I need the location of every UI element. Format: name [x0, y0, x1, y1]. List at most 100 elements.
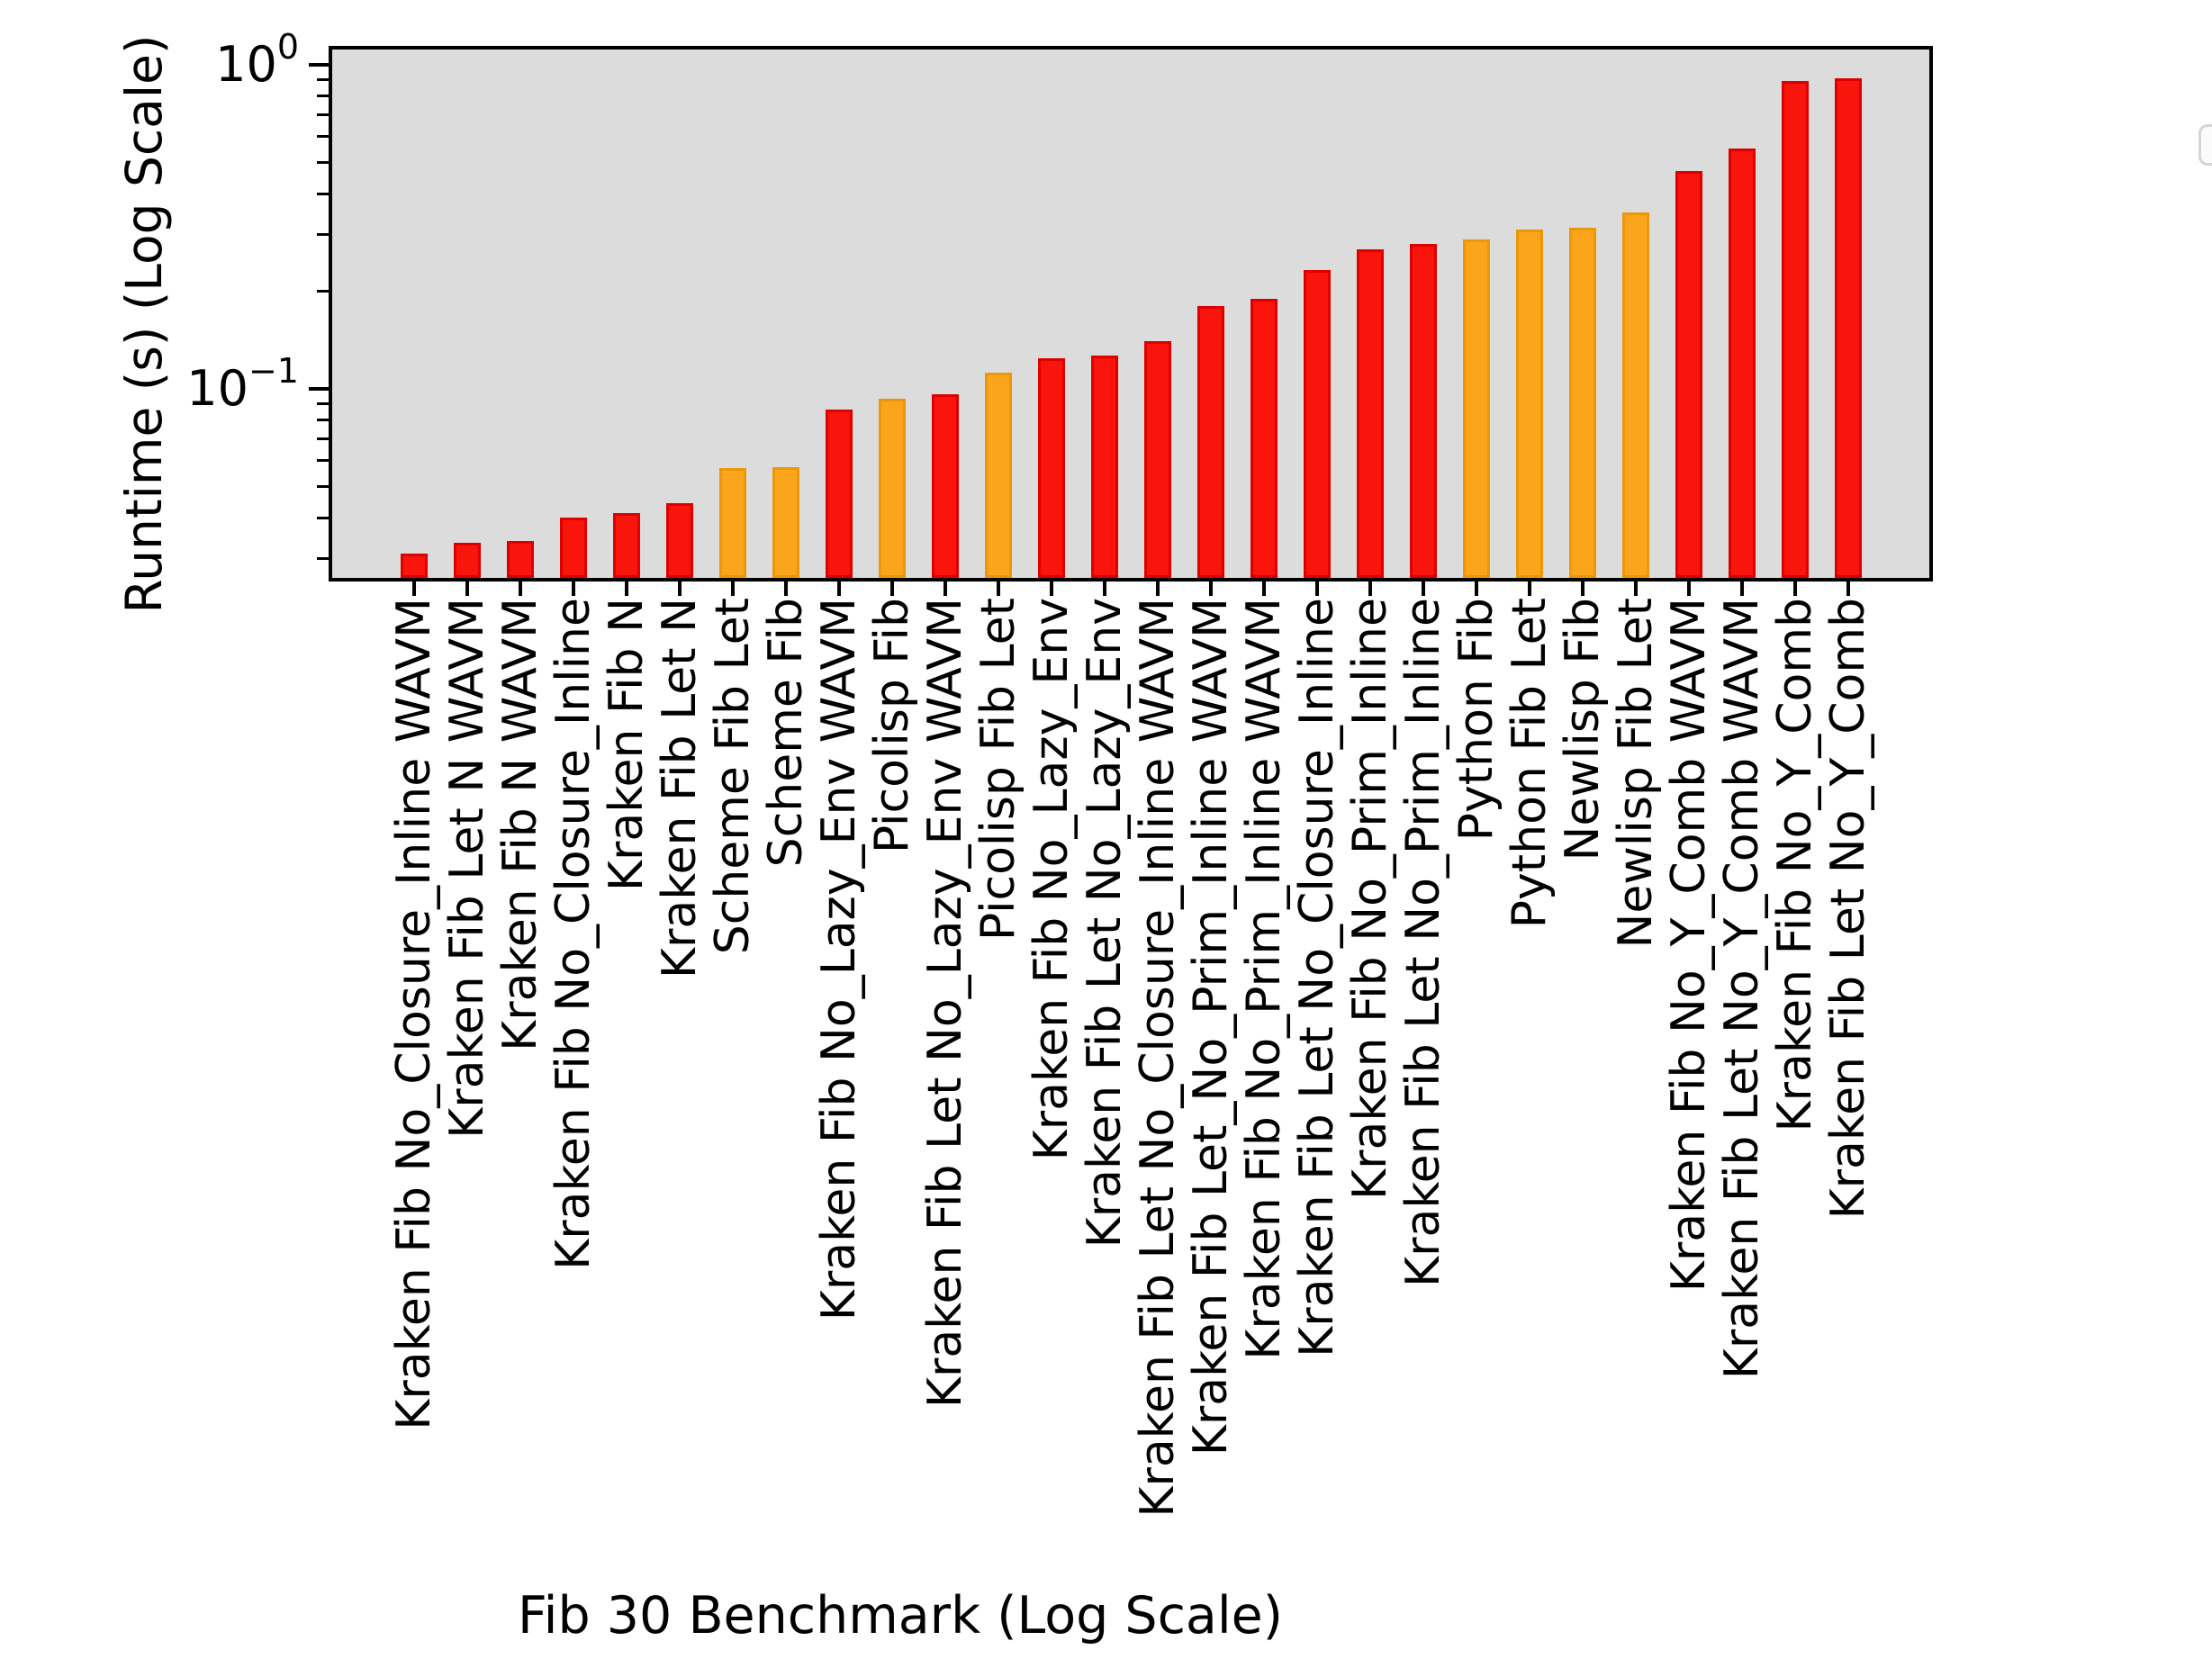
- bar: [560, 518, 587, 578]
- plot-area: [329, 46, 2212, 582]
- x-tick: [997, 582, 1000, 596]
- y-minor-tick: [317, 437, 329, 441]
- x-tick-label: Python Fib Let: [1503, 598, 1557, 929]
- bar: [507, 540, 534, 578]
- y-tick-label: 100: [215, 27, 299, 93]
- bar: [985, 373, 1012, 578]
- bar: [1091, 355, 1118, 578]
- bar: [401, 554, 428, 578]
- bar: [454, 542, 481, 578]
- bar: [1463, 239, 1490, 578]
- bar: [1569, 227, 1596, 578]
- bar: [1782, 81, 1809, 578]
- x-tick: [1368, 582, 1372, 596]
- x-tick-label: Kraken Fib No_Prim_Inline WAVM: [1237, 598, 1291, 1360]
- x-tick: [465, 582, 469, 596]
- x-tick: [1846, 582, 1850, 596]
- bar: [1410, 244, 1437, 578]
- y-tick-label: 10−1: [186, 351, 299, 417]
- y-minor-tick: [317, 459, 329, 463]
- x-tick-label: Kraken Fib No_Prim_Inline: [1343, 598, 1397, 1200]
- x-tick-label: Kraken Fib Let No_Closure_Inline WAVM: [1131, 598, 1185, 1518]
- y-minor-tick: [317, 95, 329, 98]
- x-tick: [1315, 582, 1319, 596]
- x-tick: [1687, 582, 1691, 596]
- bar: [1038, 358, 1065, 578]
- y-minor-tick: [317, 516, 329, 519]
- x-tick-label: Newlisp Fib Let: [1609, 598, 1663, 949]
- x-tick-label: Kraken Fib Let No_Lazy_Env: [1078, 598, 1132, 1249]
- bar: [879, 399, 906, 578]
- x-tick-label: Kraken Fib Let No_Lazy_Env WAVM: [918, 598, 972, 1409]
- y-major-tick: [309, 63, 329, 67]
- x-tick: [678, 582, 682, 596]
- x-tick-label: Picolisp Fib Let: [971, 598, 1025, 942]
- x-tick-label: Kraken Fib N WAVM: [493, 598, 547, 1051]
- x-tick-label: Picolisp Fib: [865, 598, 919, 854]
- bar: [1144, 341, 1171, 578]
- x-tick: [1528, 582, 1531, 596]
- bar: [932, 394, 959, 578]
- y-minor-tick: [317, 401, 329, 405]
- x-tick: [784, 582, 788, 596]
- x-axis-title: Fib 30 Benchmark (Log Scale): [518, 1586, 1283, 1645]
- x-tick-label: Kraken Fib No_Lazy_Env WAVM: [812, 598, 866, 1321]
- bar: [1516, 230, 1543, 578]
- x-tick: [890, 582, 894, 596]
- x-tick-label: Kraken Fib Let N: [653, 598, 707, 979]
- x-tick: [943, 582, 947, 596]
- legend-box: [2198, 124, 2212, 166]
- x-tick-label: Kraken Fib No_Closure_Inline: [546, 598, 600, 1270]
- x-tick-label: Scheme Fib: [759, 598, 813, 868]
- x-tick-label: Newlisp Fib: [1556, 598, 1610, 861]
- bar: [1197, 306, 1224, 578]
- y-axis-title: Runtime (s) (Log Scale): [115, 34, 173, 614]
- y-minor-tick: [317, 192, 329, 195]
- x-tick: [572, 582, 575, 596]
- x-tick: [1050, 582, 1053, 596]
- bar: [1304, 270, 1331, 578]
- x-tick: [1262, 582, 1266, 596]
- y-minor-tick: [317, 484, 329, 488]
- x-tick-label: Kraken Fib Let No_Y_Comb: [1821, 598, 1875, 1220]
- bar: [1835, 77, 1862, 578]
- bar: [1250, 298, 1278, 578]
- x-tick-label: Kraken Fib No_Closure_Inline WAVM: [387, 598, 441, 1430]
- y-minor-tick: [317, 232, 329, 236]
- bar: [772, 466, 799, 578]
- x-tick: [1793, 582, 1797, 596]
- y-minor-tick: [317, 135, 329, 139]
- x-tick-label: Kraken Fib Let No_Prim_Inline: [1396, 598, 1450, 1287]
- y-minor-tick: [317, 113, 329, 117]
- x-tick: [837, 582, 841, 596]
- y-minor-tick: [317, 419, 329, 422]
- x-tick-label: Kraken Fib Let No_Closure_Inline: [1290, 598, 1344, 1357]
- bar: [826, 409, 853, 578]
- bar: [1675, 171, 1702, 578]
- x-tick: [1156, 582, 1160, 596]
- y-minor-tick: [317, 77, 329, 81]
- bar: [1357, 248, 1384, 578]
- x-tick: [1209, 582, 1213, 596]
- x-tick: [731, 582, 735, 596]
- x-tick-label: Kraken Fib No_Y_Comb WAVM: [1662, 598, 1716, 1293]
- x-tick-label: Kraken Fib N: [600, 598, 654, 892]
- y-minor-tick: [317, 556, 329, 560]
- x-tick: [1581, 582, 1585, 596]
- x-tick-label: Kraken Fib No_Y_Comb: [1768, 598, 1822, 1132]
- x-tick-label: Kraken Fib Let_No_Prim_Inline WAVM: [1184, 598, 1238, 1456]
- x-tick: [1422, 582, 1425, 596]
- x-tick-label: Python Fib: [1449, 598, 1503, 842]
- x-tick-label: Kraken Fib No_Lazy_Env: [1025, 598, 1079, 1161]
- y-minor-tick: [317, 290, 329, 293]
- x-tick: [412, 582, 416, 596]
- bar: [666, 502, 693, 578]
- x-tick: [1634, 582, 1638, 596]
- x-tick: [1475, 582, 1478, 596]
- x-tick: [1740, 582, 1744, 596]
- x-tick-label: Kraken Fib Let N WAVM: [440, 598, 494, 1139]
- y-major-tick: [309, 387, 329, 391]
- x-tick: [1103, 582, 1106, 596]
- x-tick-label: Scheme Fib Let: [706, 598, 760, 955]
